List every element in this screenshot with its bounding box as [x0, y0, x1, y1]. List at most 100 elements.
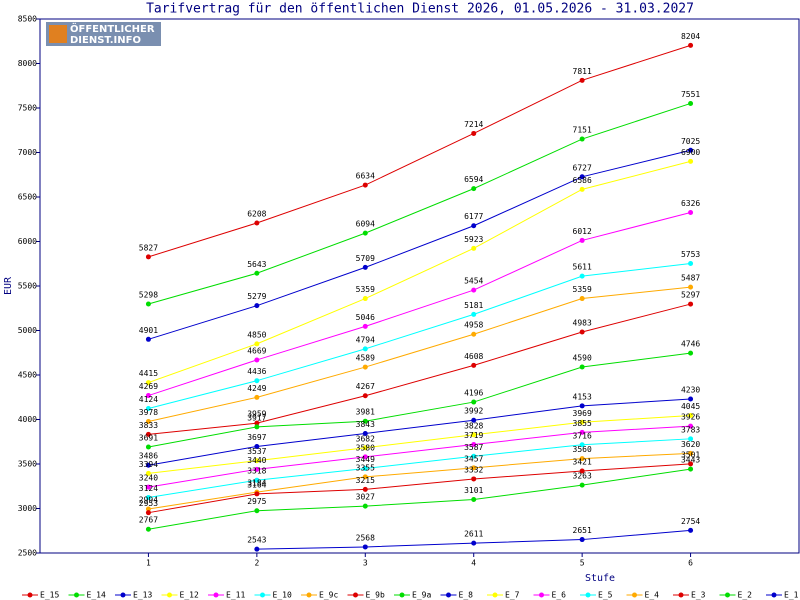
- point: [254, 477, 260, 483]
- data-label: 5046: [356, 313, 375, 322]
- data-label: 3969: [573, 409, 592, 418]
- y-tick-label: 4500: [18, 371, 37, 380]
- legend-label: E_9c: [319, 591, 338, 600]
- point: [254, 424, 260, 430]
- data-label: 5827: [139, 243, 158, 252]
- data-label: 6900: [681, 148, 700, 157]
- data-label: 4983: [573, 319, 592, 328]
- data-label: 7811: [573, 67, 592, 76]
- data-label: 4415: [139, 369, 158, 378]
- point: [579, 468, 585, 474]
- point: [362, 474, 368, 480]
- legend-marker: [213, 592, 219, 598]
- data-label: 3978: [139, 408, 158, 417]
- x-tick-label: 2: [254, 559, 259, 568]
- data-label: 4746: [681, 340, 700, 349]
- point: [579, 174, 585, 180]
- series-line: [148, 452, 691, 510]
- point: [471, 540, 477, 546]
- legend-label: E_10: [273, 591, 292, 600]
- point: [362, 454, 368, 460]
- point: [254, 508, 260, 514]
- data-label: 6727: [573, 163, 592, 172]
- series: 3833 3959 4267 4608 4983 5297 E_9b: [139, 291, 701, 600]
- data-label: 6634: [356, 172, 375, 181]
- data-label: 3560: [573, 445, 592, 454]
- data-label: 4230: [681, 386, 700, 395]
- series-line: [148, 468, 691, 530]
- legend-marker: [260, 592, 265, 598]
- point: [254, 341, 260, 347]
- legend-label: E_7: [505, 591, 520, 600]
- data-label: 3394: [139, 460, 158, 469]
- point: [579, 329, 585, 335]
- legend-label: E_9a: [412, 591, 431, 600]
- point: [471, 130, 477, 136]
- x-tick-label: 5: [580, 559, 585, 568]
- data-label: 4196: [464, 389, 483, 398]
- data-label: 3027: [356, 493, 375, 502]
- data-label: 5709: [356, 254, 375, 263]
- data-label: 2994: [139, 496, 158, 505]
- series: 3240 3440 3580 3719 3855 3926 E_6: [139, 413, 701, 600]
- series: 3691 3917 3981 4196 4590 4746 E_9a: [139, 340, 701, 600]
- data-label: 2975: [247, 497, 266, 506]
- point: [688, 42, 694, 48]
- data-label: 3421: [573, 458, 592, 467]
- point: [254, 220, 260, 226]
- series: 3978 4249 4589 4958 5359 5487 E_9c: [139, 274, 701, 600]
- data-label: 6012: [573, 227, 592, 236]
- point: [688, 527, 694, 533]
- point: [688, 100, 694, 106]
- data-label: 6094: [356, 220, 375, 229]
- data-label: 5611: [573, 263, 592, 272]
- data-label: 4794: [356, 335, 375, 344]
- point: [145, 462, 151, 468]
- data-label: 2543: [247, 536, 266, 545]
- legend-marker: [120, 592, 126, 598]
- legend-marker: [725, 592, 730, 598]
- legend-label: E_5: [598, 591, 613, 600]
- point: [579, 364, 585, 370]
- series: 3394 3537 3682 3828 3969 4045 E_7: [139, 402, 701, 600]
- point: [254, 378, 260, 384]
- point: [688, 209, 694, 215]
- point: [254, 357, 260, 363]
- point: [362, 264, 368, 270]
- point: [254, 546, 260, 552]
- point: [254, 394, 260, 400]
- y-tick-label: 5000: [18, 326, 37, 335]
- point: [471, 432, 477, 438]
- point: [688, 450, 694, 456]
- legend-label: E_12: [180, 591, 199, 600]
- data-label: 3263: [573, 472, 592, 481]
- data-label: 3981: [356, 408, 375, 417]
- point: [362, 230, 368, 236]
- data-label: 3486: [139, 452, 158, 461]
- series: 4269 4669 5046 5454 6012 6326 E_11: [139, 199, 701, 600]
- data-label: 3620: [681, 440, 700, 449]
- point: [362, 418, 368, 424]
- series-line: [148, 463, 691, 514]
- y-tick-label: 7000: [18, 148, 37, 157]
- logo-text: DIENST.INFO: [70, 35, 141, 46]
- data-label: 5279: [247, 292, 266, 301]
- series-line: [148, 212, 691, 397]
- data-label: 4608: [464, 352, 483, 361]
- logo: ÖFFENTLICHER DIENST.INFO: [46, 21, 161, 46]
- x-tick-label: 1: [146, 559, 151, 568]
- point: [145, 418, 151, 424]
- data-label: 4249: [247, 384, 266, 393]
- series-line: [148, 102, 691, 305]
- data-label: 4269: [139, 382, 158, 391]
- series-line: [148, 149, 691, 340]
- point: [362, 346, 368, 352]
- data-label: 6586: [573, 176, 592, 185]
- point: [362, 544, 368, 550]
- point: [254, 420, 260, 426]
- data-label: 3457: [464, 454, 483, 463]
- point: [471, 362, 477, 368]
- point: [688, 466, 694, 472]
- y-axis-label: EUR: [3, 276, 14, 295]
